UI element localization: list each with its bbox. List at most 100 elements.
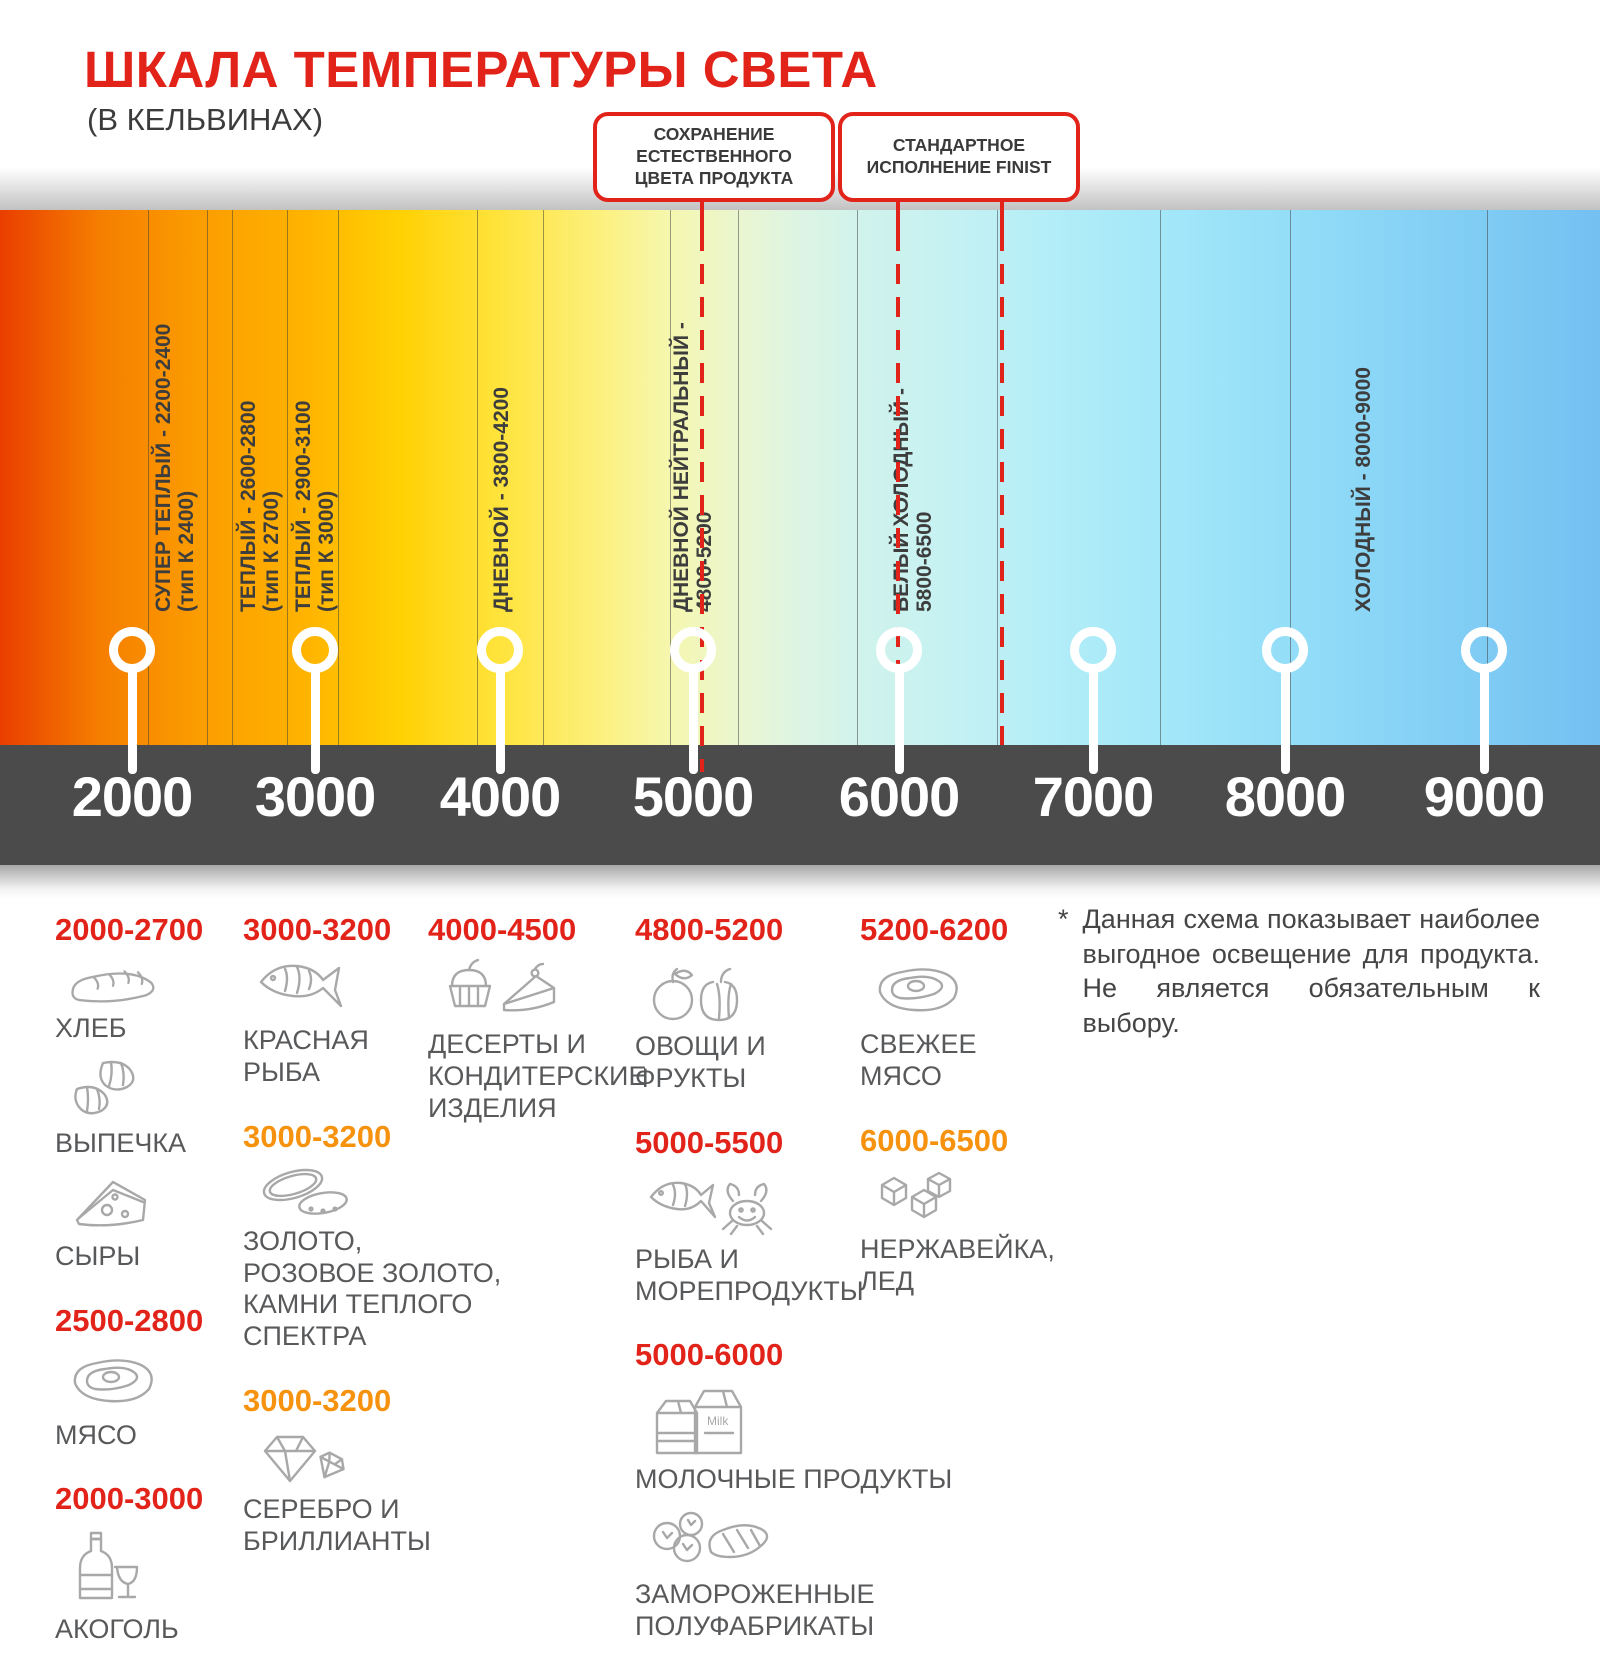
meat-icon [65,1347,240,1418]
kelvin-range: 4000-4500 [428,912,577,947]
marker-circle-9000 [1461,627,1507,673]
band-divider [232,210,233,745]
item-label: МЯСО [55,1419,137,1450]
item-label: СЕРЕБРО И БРИЛЛИАНТЫ [243,1494,431,1557]
marker-stem-5000 [689,664,698,774]
item-label: МОЛОЧНЫЕ ПРОДУКТЫ [635,1464,953,1495]
marker-stem-8000 [1281,664,1290,774]
item-label: ЗАМОРОЖЕННЫЕ ПОЛУФАБРИКАТЫ [635,1579,875,1642]
band-label-warm-3000: ТЕПЛЫЙ - 2900-3100 (тип К 3000) [292,400,338,612]
band-label-cold: ХОЛОДНЫЙ - 8000-9000 [1352,367,1375,612]
finist-indicator-line-right [1000,198,1004,745]
recommendation-column-1: 2000-2700 ХЛЕБ ВЫПЕЧКА СЫРЫ 2500-2800 МЯ… [55,898,240,1656]
band-divider [543,210,544,745]
recommendation-column-5: 5200-6200 СВЕЖЕЕ МЯСО 6000-6500 НЕРЖАВЕЙ… [860,898,1065,1307]
recommendation-column-4: 4800-5200 ОВОЩИ И ФРУКТЫ 5000-5500 РЫБА … [635,898,953,1653]
frozen-icon [645,1506,870,1577]
recommendation-column-2: 3000-3200 КРАСНАЯ РЫБА 3000-3200 ЗОЛОТО,… [243,898,502,1568]
marker-stem-3000 [311,664,320,774]
item-label: ДЕСЕРТЫ И КОНДИТЕРСКИЕ ИЗДЕЛИЯ [428,1029,647,1123]
kelvin-range: 3000-3200 [243,1383,392,1419]
kelvin-range: 2000-3000 [55,1481,204,1517]
dairy-icon: Milk [645,1381,870,1462]
marker-circle-6000 [876,627,922,673]
tick-9000: 9000 [1423,765,1546,828]
rings-icon [253,1163,483,1224]
band-divider [148,210,149,745]
kelvin-range: 5000-5500 [635,1124,784,1160]
marker-stem-9000 [1480,664,1489,774]
band-divider [287,210,288,745]
marker-circle-7000 [1070,627,1116,673]
item-label: ВЫПЕЧКА [55,1127,187,1158]
item-label: СЫРЫ [55,1240,141,1271]
marker-circle-8000 [1262,627,1308,673]
fish-icon [253,956,483,1023]
item-label: ХЛЕБ [55,1013,127,1043]
seafood-icon [645,1169,870,1242]
callout-natural-color: СОХРАНЕНИЕ ЕСТЕСТВЕННОГО ЦВЕТА ПРОДУКТА [593,112,835,202]
ice-icon [870,1167,1065,1232]
callout-finist-standard: СТАНДАРТНОЕ ИСПОЛНЕНИЕ FINIST [838,112,1080,202]
milk-carton-label: Milk [707,1414,729,1428]
band-label-daylight: ДНЕВНОЙ - 3800-4200 [490,387,513,612]
meat-icon [870,956,1065,1027]
kelvin-range: 4800-5200 [635,912,784,947]
infographic-light-temperature-scale: { "header": { "title": "ШКАЛА ТЕМПЕРАТУР… [0,41,1600,1645]
finist-indicator-line-left [896,198,900,772]
kelvin-range: 2500-2800 [55,1302,204,1338]
band-divider [670,210,671,745]
kelvin-range: 3000-3200 [243,912,392,947]
item-label: НЕРЖАВЕЙКА, ЛЕД [860,1233,1055,1296]
band-divider [738,210,739,745]
item-label: СВЕЖЕЕ МЯСО [860,1029,977,1091]
kelvin-axis-bar [0,745,1600,865]
tick-5000: 5000 [632,765,755,828]
alcohol-icon [65,1525,240,1612]
cheese-icon [65,1170,240,1239]
footnote-asterisk: * [1058,904,1069,934]
item-label: ЗОЛОТО, РОЗОВОЕ ЗОЛОТО, КАМНИ ТЕПЛОГО СП… [243,1225,502,1352]
band-divider [857,210,858,745]
band-divider [1290,210,1291,745]
color-temperature-gradient: СУПЕР ТЕПЛЫЙ - 2200-2400 (тип К 2400) ТЕ… [0,210,1600,745]
marker-stem-6000 [895,664,904,774]
marker-stem-2000 [128,664,137,774]
tick-6000: 6000 [838,765,961,828]
item-label: АКОГОЛЬ [55,1614,179,1645]
kelvin-range: 5200-6200 [860,912,1009,947]
tick-4000: 4000 [439,765,562,828]
marker-circle-3000 [292,627,338,673]
marker-circle-4000 [477,627,523,673]
kelvin-range: 6000-6500 [860,1122,1009,1158]
band-divider [338,210,339,745]
item-label: ОВОЩИ И ФРУКТЫ [635,1031,766,1093]
marker-stem-7000 [1089,664,1098,774]
footnote-text: Данная схема показывает наиболее выгодно… [1082,904,1540,1038]
tick-7000: 7000 [1032,765,1155,828]
kelvin-range: 5000-6000 [635,1337,784,1373]
marker-stem-4000 [496,664,505,774]
bread-icon [65,956,240,1011]
tick-8000: 8000 [1224,765,1347,828]
footnote: * Данная схема показывает наиболее выгод… [1058,902,1540,1040]
band-label-warm-2700: ТЕПЛЫЙ - 2600-2800 (тип К 2700) [237,400,283,612]
dessert-icon [438,956,638,1027]
item-label: РЫБА И МОРЕПРОДУКТЫ [635,1243,864,1306]
band-label-super-warm: СУПЕР ТЕПЛЫЙ - 2200-2400 (тип К 2400) [152,323,198,612]
marker-circle-2000 [109,627,155,673]
item-label: КРАСНАЯ РЫБА [243,1025,369,1087]
page-subtitle: (В КЕЛЬВИНАХ) [87,102,324,137]
kelvin-range: 2000-2700 [55,912,204,947]
band-divider [477,210,478,745]
axis-shadow-band [0,865,1600,899]
natural-color-indicator-line [700,198,704,772]
tick-2000: 2000 [71,765,194,828]
tick-3000: 3000 [254,765,377,828]
croissant-icon [65,1055,240,1126]
recommendation-column-3: 4000-4500 ДЕСЕРТЫ И КОНДИТЕРСКИЕ ИЗДЕЛИЯ [428,898,647,1135]
band-label-daylight-neutral: ДНЕВНОЙ НЕЙТРАЛЬНЫЙ - 4800-5200 [670,322,716,612]
band-divider [1160,210,1161,745]
produce-icon [645,956,870,1029]
kelvin-range: 3000-3200 [243,1118,392,1154]
